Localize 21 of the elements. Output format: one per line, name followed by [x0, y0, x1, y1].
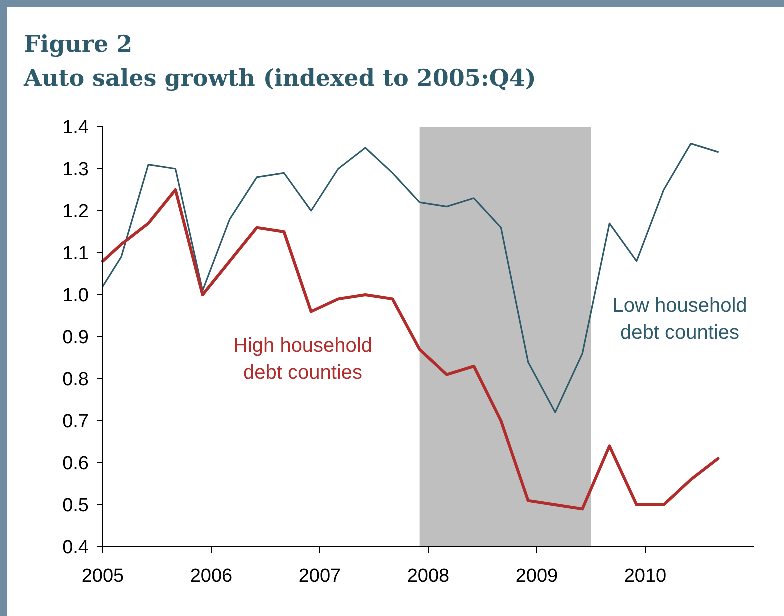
chart-subtitle: Auto sales growth (indexed to 2005:Q4): [23, 65, 536, 92]
y-tick-label: 0.5: [62, 496, 89, 517]
x-tick-label: 2006: [190, 566, 233, 587]
y-tick-label: 0.9: [62, 328, 89, 349]
y-tick-label: 0.8: [62, 370, 89, 391]
y-tick-label: 1.1: [62, 244, 89, 265]
x-tick-label: 2008: [407, 566, 450, 587]
x-tick-label: 2007: [298, 566, 342, 587]
x-tick-label: 2009: [516, 566, 558, 587]
x-tick-label: 2005: [82, 566, 124, 587]
y-tick-label: 1.0: [62, 286, 89, 307]
x-tick-label: 2010: [624, 566, 667, 587]
y-tick-label: 0.6: [62, 454, 89, 475]
y-tick-label: 0.4: [62, 538, 90, 559]
y-tick-label: 1.3: [62, 160, 89, 181]
y-tick-label: 1.2: [62, 202, 89, 223]
series-label: Low household debt counties: [612, 295, 748, 344]
series-label: High household debt counties: [234, 335, 372, 384]
chart-title: Figure 2: [24, 31, 133, 58]
y-tick-label: 0.7: [62, 412, 89, 433]
y-tick-label: 1.4: [62, 118, 90, 139]
